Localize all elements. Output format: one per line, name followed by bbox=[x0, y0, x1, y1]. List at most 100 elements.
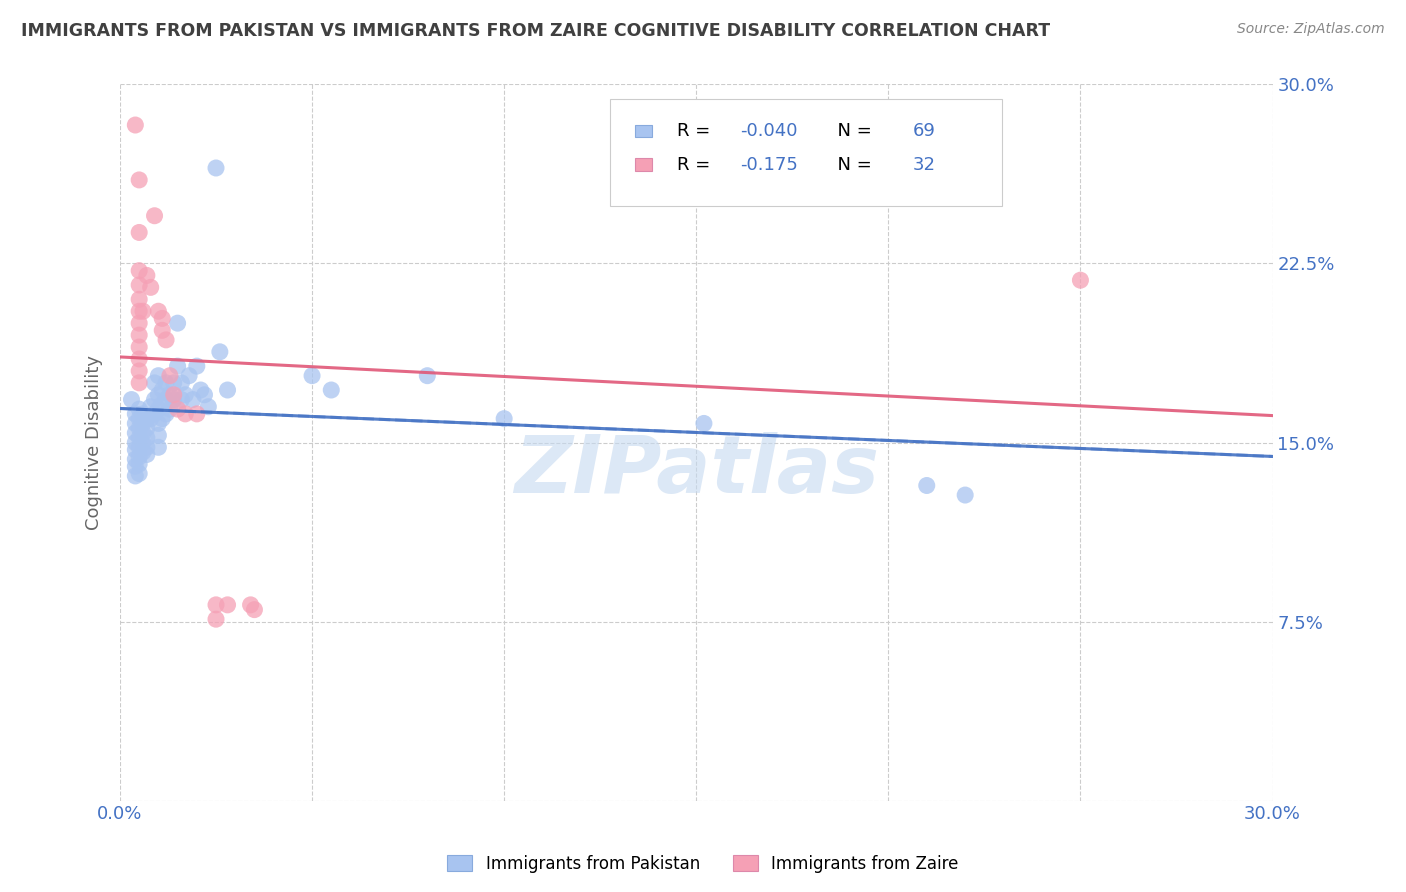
Point bbox=[124, 459, 146, 474]
Point bbox=[150, 397, 173, 411]
Point bbox=[143, 392, 166, 407]
Point bbox=[159, 368, 181, 383]
Text: N =: N = bbox=[827, 122, 877, 140]
Point bbox=[128, 293, 150, 307]
Point bbox=[217, 598, 239, 612]
Point bbox=[128, 421, 150, 435]
Bar bbox=[636, 158, 652, 171]
Text: R =: R = bbox=[676, 122, 716, 140]
Point bbox=[128, 440, 150, 454]
Point bbox=[124, 407, 146, 421]
Point bbox=[135, 268, 157, 283]
Point bbox=[128, 411, 150, 425]
Point bbox=[139, 400, 162, 414]
Point bbox=[135, 440, 157, 454]
Point bbox=[128, 304, 150, 318]
Point bbox=[179, 368, 201, 383]
Point bbox=[150, 383, 173, 397]
Point bbox=[148, 368, 170, 383]
Point bbox=[197, 400, 219, 414]
Text: R =: R = bbox=[676, 155, 721, 174]
Point bbox=[148, 440, 170, 454]
Legend: Immigrants from Pakistan, Immigrants from Zaire: Immigrants from Pakistan, Immigrants fro… bbox=[440, 848, 966, 880]
Text: ZIPatlas: ZIPatlas bbox=[513, 433, 879, 510]
Y-axis label: Cognitive Disability: Cognitive Disability bbox=[86, 355, 103, 530]
Point bbox=[128, 226, 150, 240]
Point bbox=[128, 316, 150, 330]
Point bbox=[128, 450, 150, 464]
Text: 69: 69 bbox=[912, 122, 936, 140]
Point bbox=[1069, 273, 1091, 287]
Point bbox=[205, 161, 228, 175]
Point bbox=[174, 407, 197, 421]
Point bbox=[135, 421, 157, 435]
Point bbox=[128, 457, 150, 471]
Point bbox=[193, 388, 215, 402]
Point bbox=[416, 368, 439, 383]
FancyBboxPatch shape bbox=[610, 99, 1001, 206]
Point bbox=[135, 431, 157, 445]
Point bbox=[159, 402, 181, 417]
Point bbox=[128, 376, 150, 390]
Point bbox=[128, 467, 150, 481]
Point bbox=[124, 425, 146, 440]
Text: -0.040: -0.040 bbox=[740, 122, 797, 140]
Point bbox=[239, 598, 262, 612]
Point bbox=[186, 407, 208, 421]
Point bbox=[494, 411, 516, 425]
Point bbox=[124, 442, 146, 457]
Point bbox=[124, 452, 146, 467]
Bar bbox=[636, 125, 652, 137]
Text: -0.175: -0.175 bbox=[740, 155, 799, 174]
Point bbox=[243, 602, 266, 616]
Point bbox=[128, 263, 150, 277]
Point bbox=[128, 431, 150, 445]
Point bbox=[181, 392, 204, 407]
Point bbox=[166, 359, 188, 373]
Point bbox=[174, 388, 197, 402]
Point bbox=[128, 351, 150, 366]
Point bbox=[155, 392, 177, 407]
Text: 32: 32 bbox=[912, 155, 936, 174]
Text: Source: ZipAtlas.com: Source: ZipAtlas.com bbox=[1237, 22, 1385, 37]
Text: N =: N = bbox=[827, 155, 877, 174]
Point bbox=[132, 417, 155, 431]
Point bbox=[128, 402, 150, 417]
Point bbox=[208, 344, 231, 359]
Point bbox=[132, 445, 155, 459]
Point bbox=[915, 478, 938, 492]
Point bbox=[128, 173, 150, 187]
Point bbox=[190, 383, 212, 397]
Point bbox=[132, 304, 155, 318]
Point bbox=[135, 447, 157, 461]
Point bbox=[301, 368, 323, 383]
Point bbox=[132, 435, 155, 450]
Text: IMMIGRANTS FROM PAKISTAN VS IMMIGRANTS FROM ZAIRE COGNITIVE DISABILITY CORRELATI: IMMIGRANTS FROM PAKISTAN VS IMMIGRANTS F… bbox=[21, 22, 1050, 40]
Point bbox=[217, 383, 239, 397]
Point bbox=[143, 376, 166, 390]
Point bbox=[321, 383, 343, 397]
Point bbox=[139, 411, 162, 425]
Point bbox=[150, 311, 173, 326]
Point bbox=[155, 376, 177, 390]
Point bbox=[163, 376, 186, 390]
Point bbox=[148, 428, 170, 442]
Point bbox=[953, 488, 976, 502]
Point bbox=[693, 417, 716, 431]
Point bbox=[163, 392, 186, 407]
Point bbox=[170, 376, 193, 390]
Point bbox=[124, 469, 146, 483]
Point bbox=[166, 316, 188, 330]
Point bbox=[148, 304, 170, 318]
Point bbox=[150, 323, 173, 337]
Point bbox=[186, 359, 208, 373]
Point bbox=[143, 407, 166, 421]
Point bbox=[132, 407, 155, 421]
Point bbox=[155, 333, 177, 347]
Point bbox=[148, 388, 170, 402]
Point bbox=[159, 388, 181, 402]
Point bbox=[128, 277, 150, 292]
Point bbox=[143, 209, 166, 223]
Point bbox=[155, 407, 177, 421]
Point bbox=[132, 425, 155, 440]
